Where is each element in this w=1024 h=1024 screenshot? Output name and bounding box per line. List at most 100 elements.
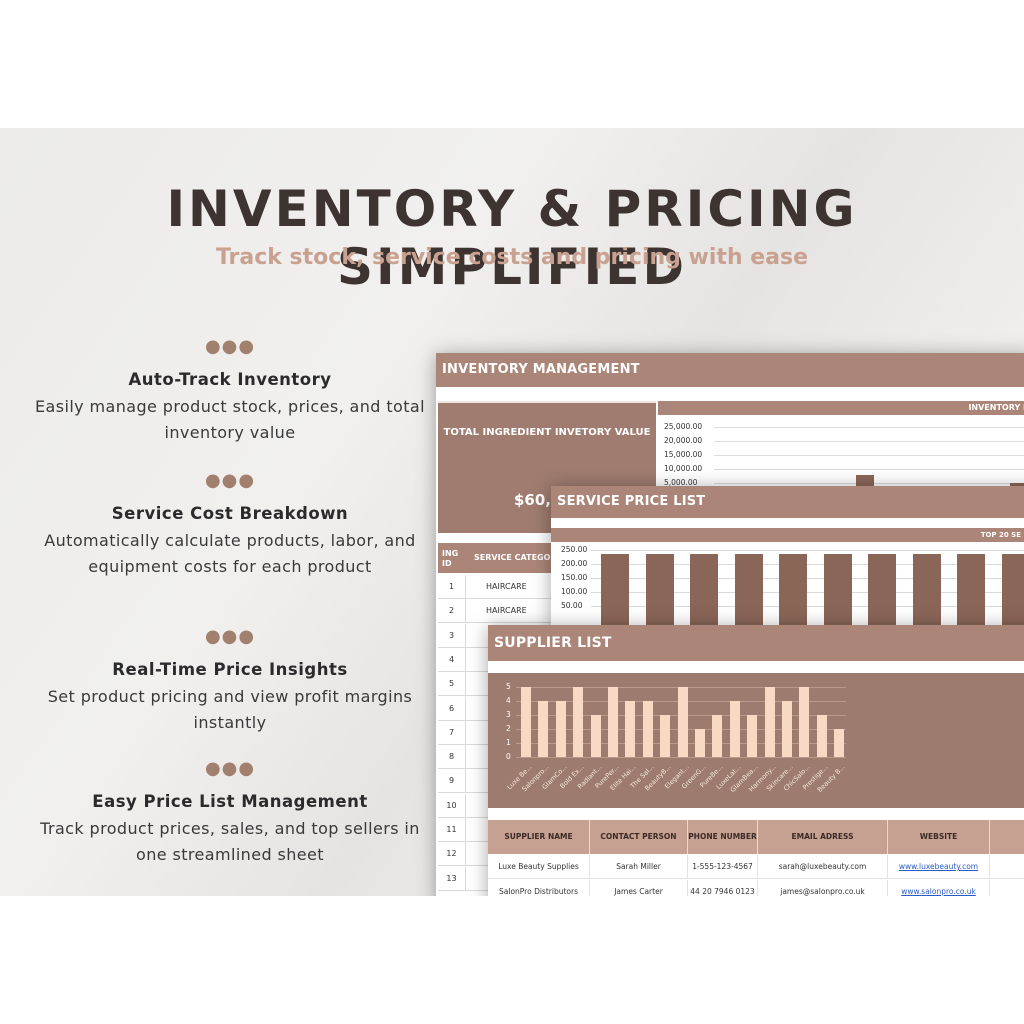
gridline: [591, 606, 1024, 607]
gridline: [591, 564, 1024, 565]
y-tick-label: 2: [506, 724, 511, 733]
gridline: [591, 578, 1024, 579]
feature-description: Set product pricing and view profit marg…: [47, 687, 413, 732]
dots-icon: ●●●: [204, 470, 256, 491]
col-service-category: SERVICE CATEGOR: [474, 553, 557, 562]
row-category: HAIRCARE: [486, 582, 527, 591]
chart-bar: [695, 729, 705, 757]
table-cell: James Carter: [590, 880, 688, 896]
inventory-table-header: ING ID SERVICE CATEGOR: [438, 543, 558, 573]
table-row: 2 HAIRCARE: [438, 599, 558, 624]
y-tick-label: 5,000.00: [664, 478, 698, 487]
dots-icon: ●●●: [204, 626, 256, 647]
y-tick-label: 3: [506, 710, 511, 719]
table-row: 1 HAIRCARE: [438, 575, 558, 599]
dots-icon: ●●●: [204, 336, 256, 357]
row-id: 9: [438, 769, 466, 794]
feature-description: Track product prices, sales, and top sel…: [40, 819, 420, 864]
chart-bar: [573, 687, 584, 757]
gridline: [714, 455, 1024, 456]
gridline: [591, 550, 1024, 551]
table-cell: Sarah Miller: [590, 855, 688, 879]
chart-bar: [816, 715, 827, 757]
chart-bar: [590, 715, 601, 757]
website-link[interactable]: www.salonpro.co.uk: [888, 880, 990, 896]
row-id: 8: [438, 745, 466, 770]
row-id: 2: [438, 599, 466, 624]
chart-bar: [608, 687, 618, 757]
feature-title: Easy Price List Management: [92, 792, 368, 811]
column-header: PHONE NUMBER: [688, 820, 758, 854]
gridline: [714, 441, 1024, 442]
chart-bar: [729, 701, 740, 757]
chart-bar: [555, 701, 566, 757]
website-link[interactable]: www.luxebeauty.com: [888, 855, 990, 879]
row-id: 11: [438, 818, 466, 842]
feature-description: Easily manage product stock, prices, and…: [35, 397, 425, 442]
chart-bar: [747, 715, 758, 757]
row-id: 6: [438, 696, 466, 721]
table-cell: james@salonpro.co.uk: [758, 880, 888, 896]
y-tick-label: 200.00: [561, 559, 588, 568]
y-tick-label: 25,000.00: [664, 422, 703, 431]
inventory-chart-title: INVENTORY I: [658, 401, 1024, 415]
y-tick-label: 10,000.00: [664, 464, 703, 473]
row-id: 1: [438, 575, 466, 599]
y-tick-label: 15,000.00: [664, 450, 703, 459]
table-row: SalonPro Distributors James Carter 44 20 7…: [488, 880, 1024, 896]
dots-icon: ●●●: [204, 758, 256, 779]
feature-description: Automatically calculate products, labor,…: [44, 531, 416, 576]
feature-title: Auto-Track Inventory: [128, 370, 332, 389]
y-tick-label: 1: [506, 738, 511, 747]
service-sheet-title: SERVICE PRICE LIST: [551, 486, 1024, 518]
table-cell: sarah@luxebeauty.com: [758, 855, 888, 879]
chart-bar: [764, 687, 775, 757]
promo-banner: INVENTORY & PRICING SIMPLIFIED Track sto…: [0, 128, 1024, 896]
row-id: 10: [438, 793, 466, 818]
y-tick-label: 150.00: [561, 573, 588, 582]
service-chart-title: TOP 20 SE: [551, 528, 1024, 542]
chart-bar: [538, 701, 549, 757]
feature-price-list: ●●● Easy Price List Management Track pro…: [30, 760, 430, 868]
chart-bar: [521, 687, 531, 757]
supplier-sheet: SUPPLIER LIST 5 4 3 2 1 0 Luxe Be... Salonpro..…: [488, 625, 1024, 896]
row-id: 13: [438, 866, 466, 891]
total-value: $60,2: [514, 491, 562, 509]
chart-bar: [782, 701, 792, 757]
table-cell: 1-555-123-4567: [688, 855, 758, 879]
y-tick-label: 0: [506, 752, 511, 761]
feature-auto-track: ●●● Auto-Track Inventory Easily manage p…: [30, 338, 430, 446]
chart-bar: [799, 687, 810, 757]
gridline: [714, 469, 1024, 470]
column-header: CONTACT PERSON: [590, 820, 688, 854]
chart-bar: [834, 729, 845, 757]
feature-title: Real-Time Price Insights: [112, 660, 348, 679]
total-value-label: TOTAL INGREDIENT INVETORY VALUE: [443, 427, 651, 438]
feature-price-insights: ●●● Real-Time Price Insights Set product…: [30, 628, 430, 736]
gridline: [714, 427, 1024, 428]
row-id: 4: [438, 647, 466, 672]
inventory-chart: INVENTORY I 25,000.00 20,000.00 15,000.00 1…: [658, 401, 1024, 497]
col-ing-id: ING ID: [442, 549, 459, 568]
inventory-sheet-title: INVENTORY MANAGEMENT: [436, 353, 1024, 387]
feature-title: Service Cost Breakdown: [111, 504, 349, 523]
y-tick-label: 20,000.00: [664, 436, 703, 445]
y-tick-label: 5: [506, 682, 511, 691]
gridline: [591, 592, 1024, 593]
column-header: WEBSITE: [888, 820, 990, 854]
chart-bar: [660, 715, 671, 757]
gridline: [516, 757, 846, 758]
feature-service-cost: ●●● Service Cost Breakdown Automatically…: [30, 472, 430, 580]
row-id: 12: [438, 842, 466, 867]
supplier-chart: 5 4 3 2 1 0 Luxe Be... Salonpro... GlamCo... Bold…: [488, 673, 1024, 808]
headline: INVENTORY & PRICING SIMPLIFIED: [166, 180, 858, 296]
table-cell: SalonPro Distributors: [488, 880, 590, 896]
y-tick-label: 50.00: [561, 601, 583, 610]
row-id: 5: [438, 672, 466, 697]
y-tick-label: 100.00: [561, 587, 588, 596]
table-cell: Luxe Beauty Supplies: [488, 855, 590, 879]
y-tick-label: 250.00: [561, 545, 588, 554]
table-row: Luxe Beauty Supplies Sarah Miller 1-555-12…: [488, 855, 1024, 879]
chart-bar: [642, 701, 653, 757]
chart-bar: [677, 687, 688, 757]
